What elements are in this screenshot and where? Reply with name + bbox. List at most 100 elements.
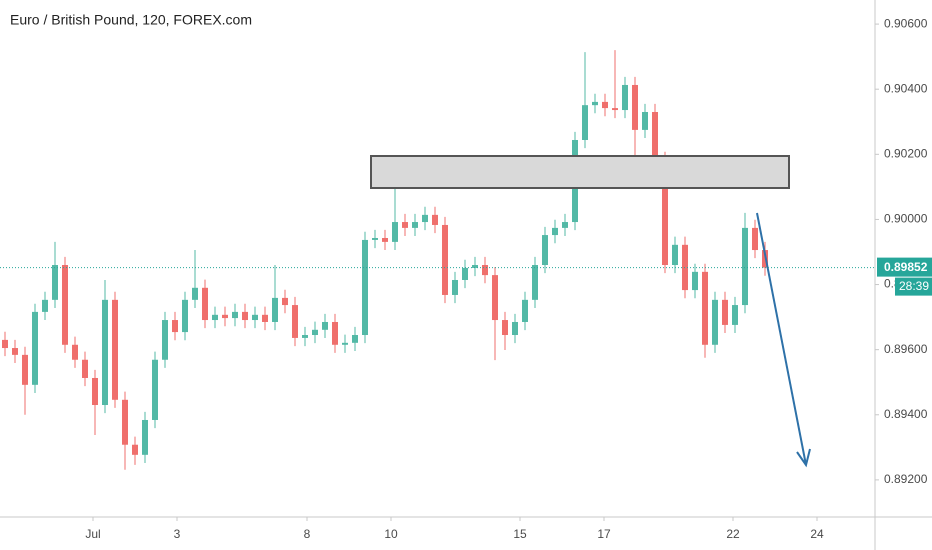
candle-body (652, 111, 658, 160)
candle-body (342, 342, 348, 345)
candle-body (412, 222, 418, 228)
candle-body (592, 101, 598, 106)
candle-body (712, 299, 718, 345)
candle-body (532, 265, 538, 300)
arrow-head (796, 448, 811, 468)
arrow-shaft (756, 212, 807, 466)
candle-body (92, 377, 98, 406)
candle-body (312, 329, 318, 336)
candle-body (322, 321, 328, 330)
candle-body (432, 214, 438, 225)
candle-body (52, 265, 58, 300)
y-tick-label: 0.90000 (884, 212, 928, 226)
trend-arrow (756, 212, 811, 468)
candle-body (152, 359, 158, 420)
candle-body (42, 299, 48, 312)
candle-body (722, 299, 728, 325)
candle-body (332, 321, 338, 345)
candle-body (212, 314, 218, 321)
y-tick-label: 0.90200 (884, 146, 928, 160)
candle-body (542, 235, 548, 266)
candle-body (472, 265, 478, 268)
candle-body (602, 101, 608, 109)
x-tick-label: 22 (726, 527, 740, 541)
candle-body (392, 222, 398, 242)
candle-body (72, 344, 78, 360)
candle-body (452, 279, 458, 295)
candle-body (282, 297, 288, 306)
countdown-box (895, 277, 932, 296)
candle-body (222, 314, 228, 319)
x-tick-label: 3 (174, 527, 181, 541)
y-tick-label: 0.89600 (884, 342, 928, 356)
x-tick-label: 17 (597, 527, 611, 541)
candle-body (732, 305, 738, 325)
candle-body (422, 214, 428, 223)
candle-body (462, 267, 468, 280)
candle-body (702, 271, 708, 345)
y-tick-label: 0.90400 (884, 81, 928, 95)
candle-body (352, 335, 358, 343)
last-price-label: 0.89852 (884, 260, 928, 274)
candle-body (182, 299, 188, 333)
candle-body (292, 305, 298, 338)
candle-body (612, 108, 618, 111)
candle-body (742, 227, 748, 306)
candle-body (82, 359, 88, 378)
candle-body (552, 227, 558, 236)
y-tick-label: 0.89200 (884, 472, 928, 486)
candle-body (382, 237, 388, 242)
candle-body (662, 159, 668, 266)
candle-body (232, 311, 238, 319)
candle-body (12, 348, 18, 355)
candle-body (372, 237, 378, 240)
y-tick-label: 0.89400 (884, 407, 928, 421)
candle-body (402, 222, 408, 228)
x-tick-label: 8 (304, 527, 311, 541)
candle-body (252, 314, 258, 321)
candle-body (172, 320, 178, 333)
candle-body (22, 354, 28, 385)
candle-body (2, 339, 8, 349)
candle-body (642, 111, 648, 130)
chart-title: Euro / British Pound, 120, FOREX.com (10, 12, 252, 28)
candle-body (692, 271, 698, 291)
candle-body (562, 222, 568, 228)
candle-body (752, 227, 758, 251)
x-tick-label: 10 (384, 527, 398, 541)
candle-body (492, 275, 498, 321)
candle-body (302, 335, 308, 338)
supply-zone (370, 155, 790, 189)
candle-body (262, 314, 268, 322)
candle-body (512, 321, 518, 336)
candle-body (32, 311, 38, 385)
candle-body (442, 224, 448, 295)
x-tick-label: 24 (810, 527, 824, 541)
candle-body (122, 399, 128, 445)
candle-body (502, 320, 508, 336)
candle-body (132, 444, 138, 455)
candle-body (482, 265, 488, 276)
candle-body (192, 287, 198, 300)
candle-body (142, 419, 148, 455)
countdown-label: 28:39 (899, 279, 929, 293)
candle-body (62, 265, 68, 345)
candle-body (582, 105, 588, 140)
candle-body (162, 320, 168, 360)
y-tick-label: 0.90600 (884, 16, 928, 30)
x-tick-label: 15 (513, 527, 527, 541)
candle-body (632, 84, 638, 130)
candle-body (242, 311, 248, 321)
candle-body (272, 297, 278, 322)
candle-body (202, 287, 208, 321)
axes: 0.892000.894000.896000.898000.900000.902… (0, 16, 932, 541)
candle-body (362, 239, 368, 336)
x-tick-label: Jul (85, 527, 100, 541)
candle-body (522, 299, 528, 322)
candle-body (112, 299, 118, 400)
candle-body (672, 244, 678, 266)
candle-body (102, 299, 108, 406)
candle-body (622, 84, 628, 111)
